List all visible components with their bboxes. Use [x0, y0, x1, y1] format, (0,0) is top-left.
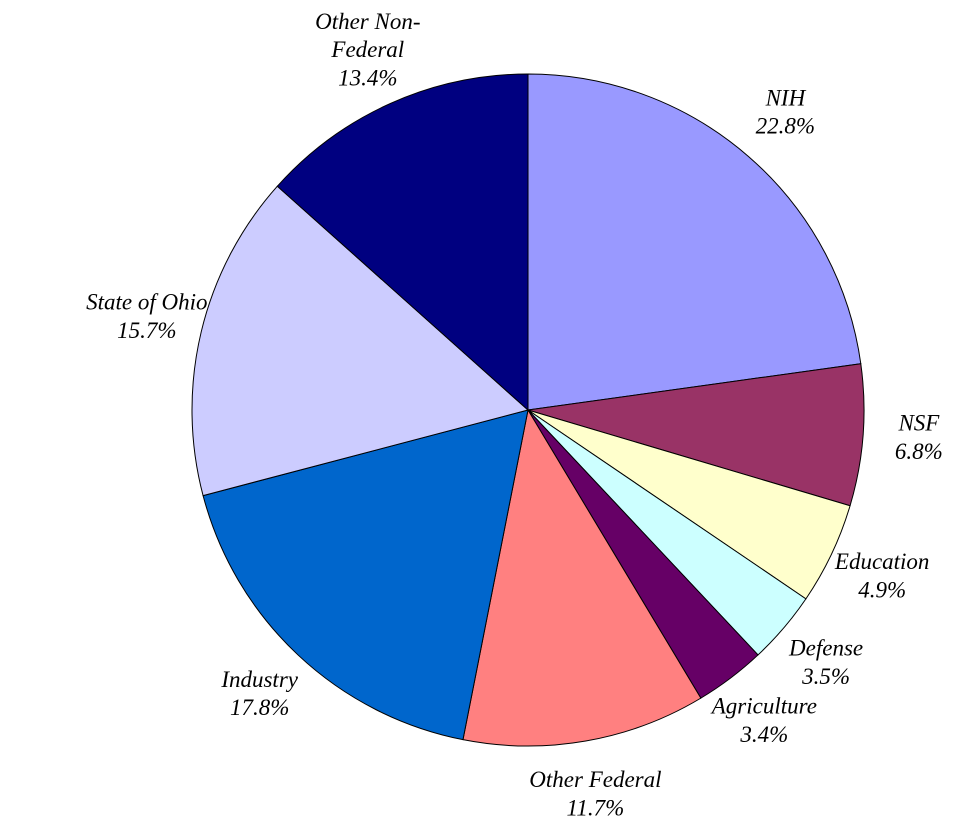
- slice-value-label: 15.7%: [117, 318, 176, 343]
- slice-label: Other Federal: [529, 767, 661, 792]
- pie-slice: [527, 73, 862, 411]
- slice-label: Other Non-Federal: [315, 10, 420, 63]
- slice-label: State of Ohio: [86, 290, 207, 315]
- slice-value-label: 13.4%: [338, 66, 397, 91]
- slice-value-label: 4.9%: [858, 577, 906, 602]
- slice-label: NSF: [897, 411, 940, 436]
- pie-slice: [191, 185, 530, 497]
- slice-label: NIH: [765, 86, 807, 111]
- slice-value-label: 11.7%: [567, 795, 625, 820]
- slice-value-label: 22.8%: [756, 114, 815, 139]
- slice-label: Education: [834, 549, 930, 574]
- pie-slice: [202, 409, 529, 741]
- slice-label: Industry: [220, 667, 298, 692]
- slice-label: Agriculture: [710, 694, 817, 719]
- slice-value-label: 3.5%: [801, 664, 850, 689]
- pie-slice: [527, 363, 865, 507]
- slice-value-label: 17.8%: [230, 695, 289, 720]
- pie-slice: [276, 73, 529, 412]
- slice-value-label: 6.8%: [895, 439, 943, 464]
- slice-value-label: 3.4%: [739, 722, 788, 747]
- slice-label: Defense: [788, 636, 863, 661]
- pie-slice: [462, 408, 702, 747]
